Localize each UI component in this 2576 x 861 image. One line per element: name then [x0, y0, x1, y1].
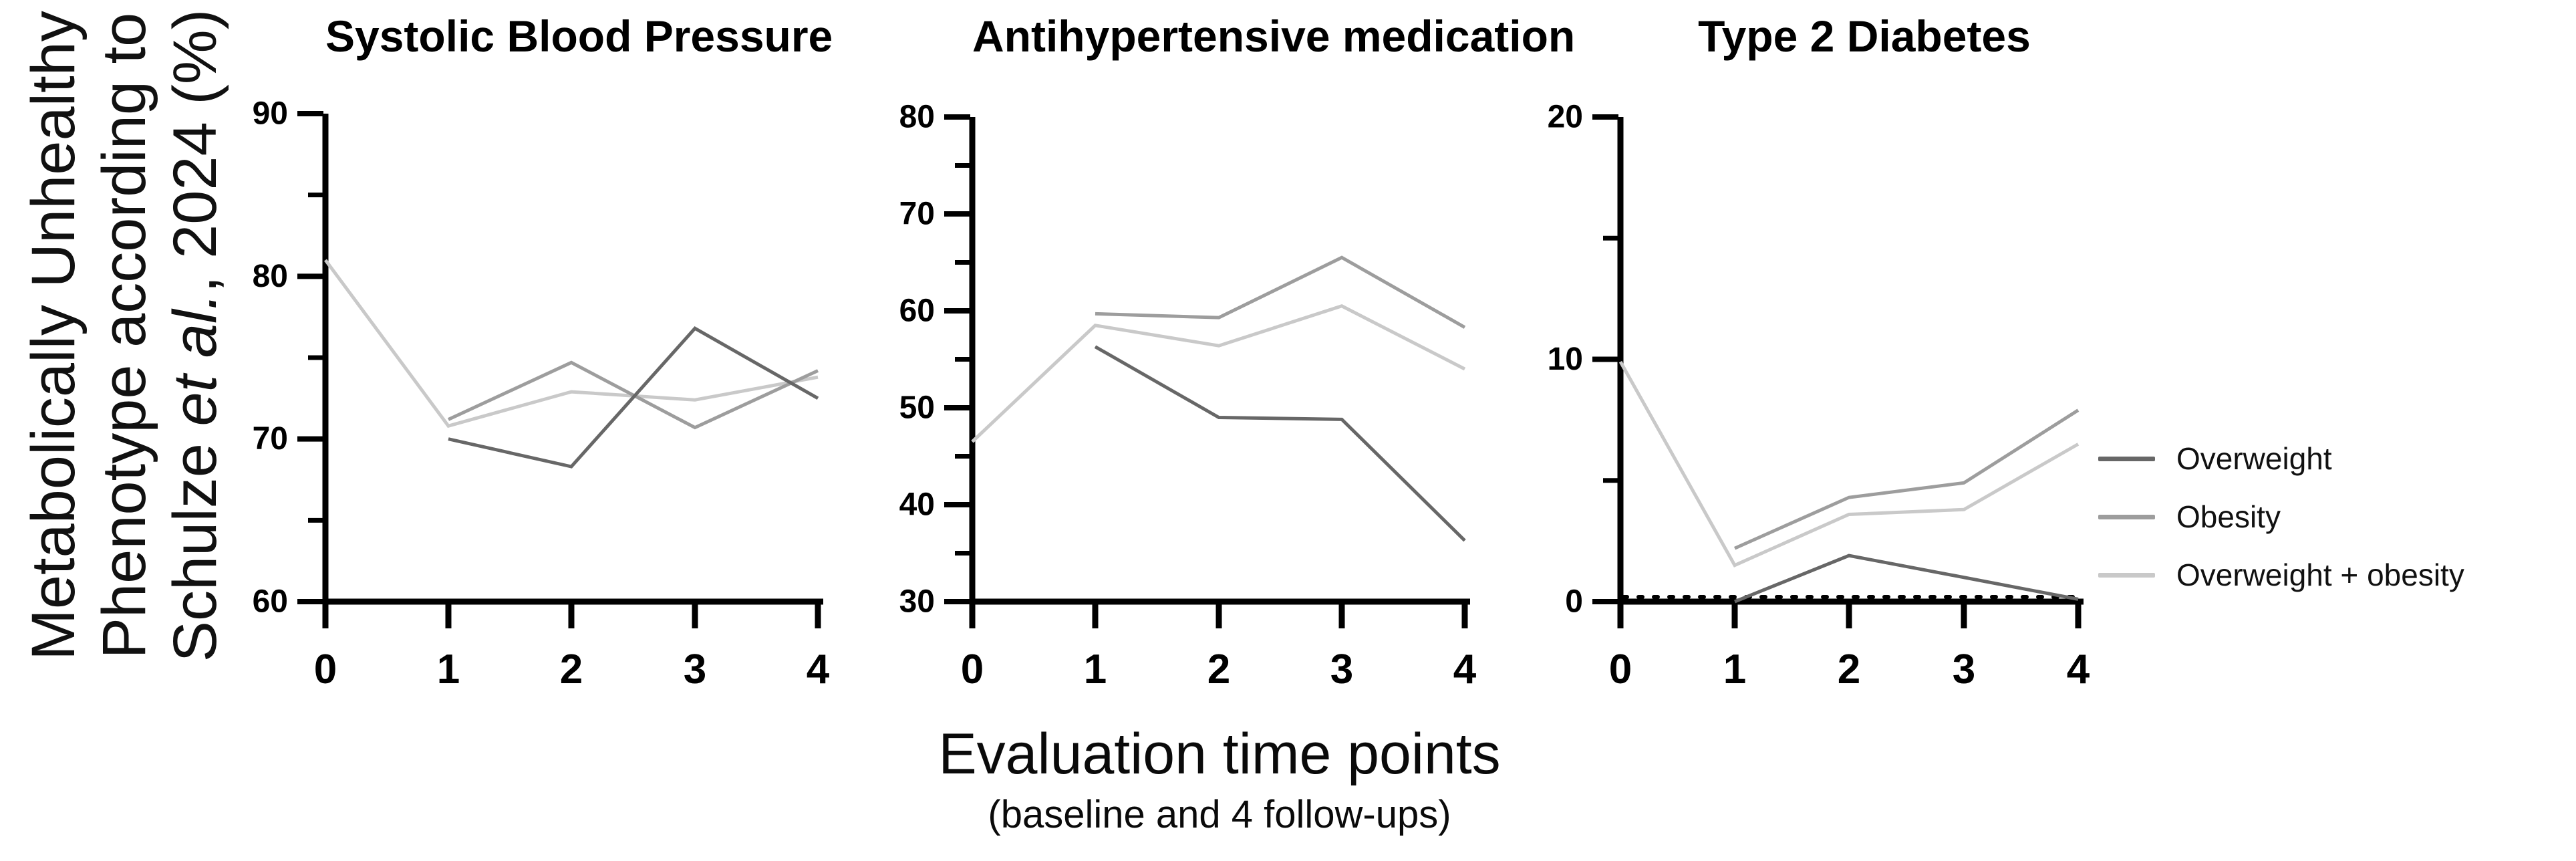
series-line-obesity	[1095, 255, 1466, 329]
y-tick-label: 80	[899, 100, 935, 135]
legend-swatch-overweight	[2098, 456, 2155, 461]
legend-swatch-obesity	[2098, 514, 2155, 519]
legend-item-overweight: Overweight	[2098, 441, 2566, 476]
x-tick-label: 3	[1953, 646, 1975, 693]
x-axis-label-title: Evaluation time points	[938, 722, 1501, 786]
series-line-overweight	[448, 326, 819, 469]
plot-systolic-blood-pressure: 60 70 80 90 0 1 2 3 4	[253, 96, 830, 693]
series-line-overweight	[1734, 554, 2079, 604]
legend: Overweight Obesity Overweight + obesity	[2098, 441, 2566, 616]
y-tick-label: 30	[899, 584, 935, 620]
legend-swatch-overweight-obesity	[2098, 572, 2155, 578]
y-tick-label: 10	[1548, 342, 1583, 377]
y-tick-label: 80	[253, 259, 288, 294]
y-axis-label: Metabolically Unhealthy Phenotype accord…	[18, 0, 231, 710]
x-tick-label: 3	[684, 646, 706, 693]
x-axis-label-subtitle: (baseline and 4 follow-ups)	[988, 793, 1451, 836]
legend-label: Obesity	[2176, 499, 2281, 534]
x-tick-label: 2	[560, 646, 583, 693]
y-tick-label: 60	[899, 293, 935, 329]
series-line-overweight-obesity	[971, 304, 1466, 443]
panel-title-antihypertensive-medication: Antihypertensive medication	[972, 11, 1576, 61]
y-axis-label-line1: Metabolically Unhealthy	[19, 11, 88, 660]
plot-antihypertensive-medication: 30 40 50 60 70 80 0 1 2 3 4	[899, 100, 1477, 693]
panel-title-type-2-diabetes: Type 2 Diabetes	[1698, 11, 2031, 61]
x-tick-label: 0	[961, 646, 984, 693]
x-tick-label: 1	[1723, 646, 1746, 693]
x-tick-label: 0	[314, 646, 337, 693]
x-tick-label: 2	[1207, 646, 1230, 693]
series-line-overweight-obesity	[1618, 360, 2080, 568]
legend-label: Overweight	[2176, 441, 2332, 476]
y-tick-label: 0	[1565, 584, 1583, 620]
x-tick-label: 4	[2067, 646, 2090, 693]
series-line-overweight-obesity	[323, 259, 819, 428]
x-tick-label: 1	[1084, 646, 1107, 693]
y-tick-label: 50	[899, 390, 935, 426]
y-tick-label: 20	[1548, 100, 1583, 135]
series-line-obesity	[1733, 408, 2080, 550]
y-tick-label: 70	[253, 421, 288, 457]
y-axis-label-line2: Phenotype according to	[90, 12, 158, 659]
panel-title-systolic-blood-pressure: Systolic Blood Pressure	[325, 11, 833, 61]
legend-label: Overweight + obesity	[2176, 558, 2464, 592]
x-tick-label: 1	[437, 646, 460, 693]
plot-type-2-diabetes: 0 10 20 0 1 2 3 4	[1548, 100, 2090, 693]
y-tick-label: 70	[899, 197, 935, 232]
x-tick-label: 4	[807, 646, 830, 693]
x-tick-label: 2	[1838, 646, 1860, 693]
y-axis-label-line3: Schulze et al., 2024 (%)	[161, 9, 229, 662]
x-tick-label: 3	[1330, 646, 1353, 693]
series-line-overweight	[1094, 345, 1466, 542]
x-tick-label: 4	[1453, 646, 1477, 693]
y-tick-label: 40	[899, 487, 935, 523]
legend-item-overweight-obesity: Overweight + obesity	[2098, 558, 2566, 592]
y-tick-label: 60	[253, 584, 288, 620]
x-axis-label: Evaluation time points (baseline and 4 f…	[668, 721, 1771, 837]
y-tick-label: 90	[253, 96, 288, 132]
legend-item-obesity: Obesity	[2098, 499, 2566, 534]
x-tick-label: 0	[1609, 646, 1632, 693]
